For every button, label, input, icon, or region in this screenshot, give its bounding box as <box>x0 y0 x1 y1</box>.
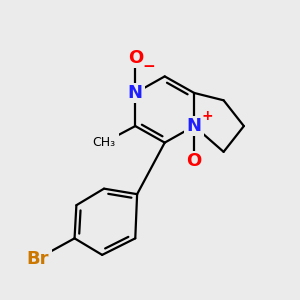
Text: O: O <box>187 152 202 170</box>
Text: N: N <box>187 117 202 135</box>
Text: CH₃: CH₃ <box>92 136 116 149</box>
Bar <box>89 133 119 153</box>
Text: N: N <box>128 84 143 102</box>
Bar <box>184 151 204 171</box>
Bar <box>125 83 146 103</box>
Bar <box>184 116 204 136</box>
Text: +: + <box>201 109 213 123</box>
Bar <box>122 48 148 68</box>
Text: Br: Br <box>26 250 49 268</box>
Text: O: O <box>128 49 143 67</box>
Text: −: − <box>143 58 156 74</box>
Bar <box>23 248 52 269</box>
